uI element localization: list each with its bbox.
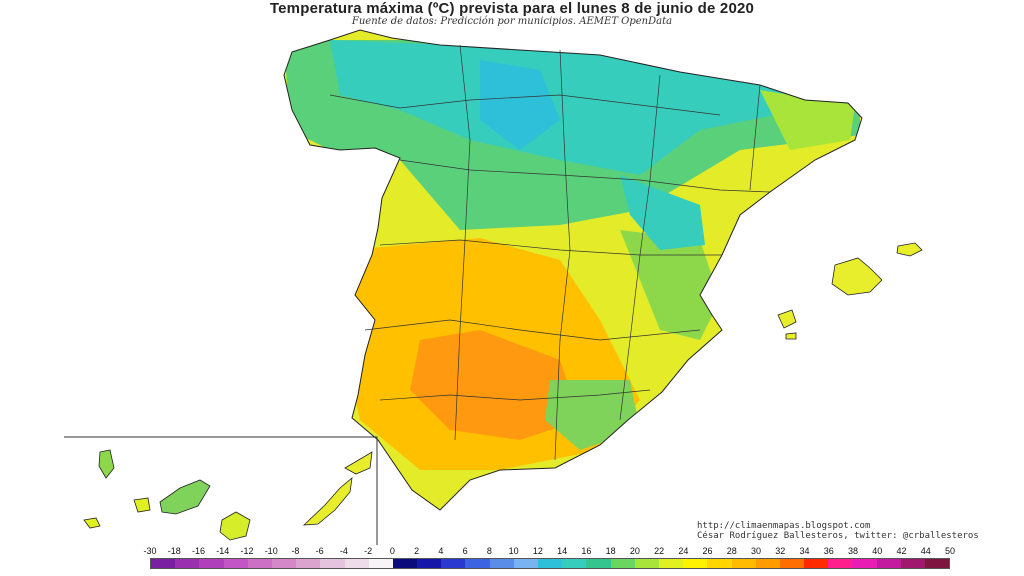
legend-tick-label: 16: [581, 546, 592, 556]
legend-swatch: [634, 559, 659, 568]
legend-swatch: [538, 559, 563, 568]
legend-swatch: [852, 559, 877, 568]
legend-tick-label: 34: [799, 546, 810, 556]
legend-swatch: [489, 559, 514, 568]
mallorca: [831, 257, 883, 296]
legend-tick-label: 22: [654, 546, 665, 556]
legend-tick-label: 44: [920, 546, 931, 556]
legend-swatch: [779, 559, 805, 568]
la-palma: [98, 449, 115, 479]
temperature-legend: [150, 558, 950, 569]
province-borders: [329, 44, 771, 461]
legend-tick-label: 50: [944, 546, 955, 556]
legend-labels: -30 -18 -16 -14 -12 -10 -8 -6 -4 -2 0 2 4 6 8 10 12 14 16 1…: [0, 546, 1024, 558]
legend-swatch: [441, 559, 466, 568]
canary-islands: [83, 449, 373, 541]
legend-swatch: [465, 559, 490, 568]
map-subtitle: Fuente de datos: Predicción por municipi…: [351, 16, 673, 27]
lanzarote: [344, 451, 373, 475]
legend-swatch: [562, 559, 587, 568]
legend-swatch: [175, 559, 200, 568]
legend-swatch: [876, 559, 901, 568]
legend-swatch: [392, 559, 418, 568]
legend-swatch: [247, 559, 272, 568]
legend-tick-label: 6: [462, 546, 468, 556]
legend-swatch: [707, 559, 732, 568]
legend-tick-label: 32: [775, 546, 786, 556]
legend-tick-label: -14: [216, 546, 230, 556]
legend-swatch: [731, 559, 756, 568]
legend-tick-label: 20: [629, 546, 640, 556]
legend-swatch: [925, 559, 950, 568]
el-hierro: [83, 517, 101, 529]
legend-tick-label: -6: [315, 546, 324, 556]
legend-tick-label: -16: [191, 546, 205, 556]
legend-tick-label: 30: [751, 546, 762, 556]
legend-tick-label: 42: [896, 546, 907, 556]
legend-tick-label: -12: [240, 546, 254, 556]
legend-swatch: [271, 559, 297, 568]
legend-tick-label: 28: [726, 546, 737, 556]
balearic-islands: [777, 242, 923, 340]
gran-canaria: [219, 511, 251, 541]
credits: http://climaenmapas.blogspot.com César R…: [697, 521, 979, 541]
legend-tick-label: 14: [557, 546, 568, 556]
legend-tick-label: -10: [264, 546, 278, 556]
spain-coastline: [283, 29, 863, 511]
legend-tick-label: -4: [339, 546, 348, 556]
legend-swatch: [610, 559, 635, 568]
ibiza: [777, 309, 797, 329]
legend-swatch: [586, 559, 611, 568]
la-gomera: [133, 497, 151, 513]
legend-tick-label: 24: [678, 546, 689, 556]
formentera: [785, 332, 797, 340]
legend-swatch: [320, 559, 345, 568]
legend-tick-label: 8: [486, 546, 492, 556]
legend-tick-label: 36: [823, 546, 834, 556]
legend-tick-label: 12: [532, 546, 543, 556]
legend-swatch: [804, 559, 829, 568]
legend-tick-label: 10: [508, 546, 519, 556]
map-title: Temperatura máxima (ºC) prevista para el…: [269, 0, 755, 17]
legend-tick-label: -30: [143, 546, 157, 556]
legend-tick-label: 40: [872, 546, 883, 556]
legend-tick-label: 0: [389, 546, 395, 556]
legend-swatch: [755, 559, 780, 568]
legend-swatch: [199, 559, 224, 568]
legend-tick-label: 26: [702, 546, 713, 556]
legend-swatch: [513, 559, 538, 568]
legend-tick-label: 18: [605, 546, 616, 556]
legend-tick-label: -2: [364, 546, 373, 556]
legend-tick-label: 4: [438, 546, 444, 556]
credits-author: César Rodríguez Ballesteros, twitter: @c…: [697, 531, 979, 541]
legend-tick-label: 2: [414, 546, 420, 556]
legend-swatch: [828, 559, 853, 568]
menorca: [896, 242, 923, 257]
legend-swatch: [344, 559, 369, 568]
legend-swatch: [417, 559, 442, 568]
canary-inset-frame: [64, 436, 378, 545]
legend-tick-label: -18: [167, 546, 181, 556]
tenerife: [159, 479, 211, 515]
legend-tick-label: -8: [291, 546, 300, 556]
credits-url: http://climaenmapas.blogspot.com: [697, 521, 871, 531]
legend-swatch: [368, 559, 393, 568]
legend-swatch: [151, 559, 176, 568]
legend-swatch: [223, 559, 248, 568]
legend-swatch: [296, 559, 321, 568]
legend-swatch: [683, 559, 708, 568]
mainland-spain: [284, 30, 862, 510]
legend-swatch: [658, 559, 684, 568]
legend-tick-label: 38: [848, 546, 859, 556]
fuerteventura: [302, 477, 353, 526]
legend-swatch: [900, 559, 925, 568]
